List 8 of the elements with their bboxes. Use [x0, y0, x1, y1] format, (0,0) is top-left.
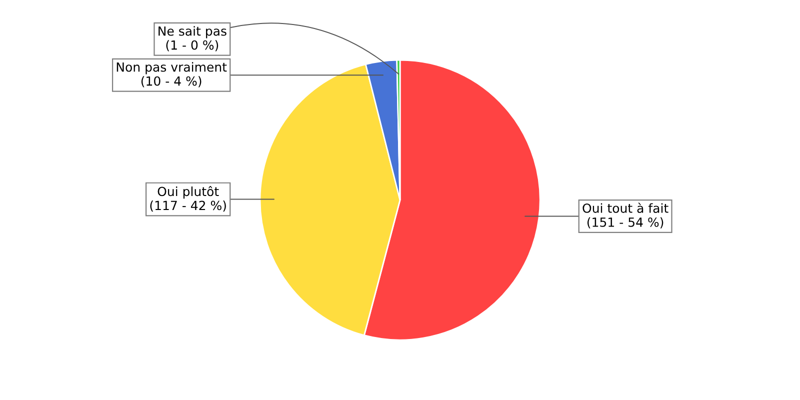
slice-label: Ne sait pas — [158, 26, 226, 38]
slice-label: Oui plutôt — [158, 186, 219, 199]
data-label: (1 - 0 %) — [166, 40, 218, 52]
data-label: (151 - 54 %) — [587, 217, 664, 228]
data-label: (117 - 42 %) — [150, 200, 226, 212]
data-label: (10 - 4 %) — [141, 76, 202, 88]
slice-label: Oui tout à fait — [582, 202, 668, 213]
slice-label: Non pas vraiment — [116, 62, 227, 74]
